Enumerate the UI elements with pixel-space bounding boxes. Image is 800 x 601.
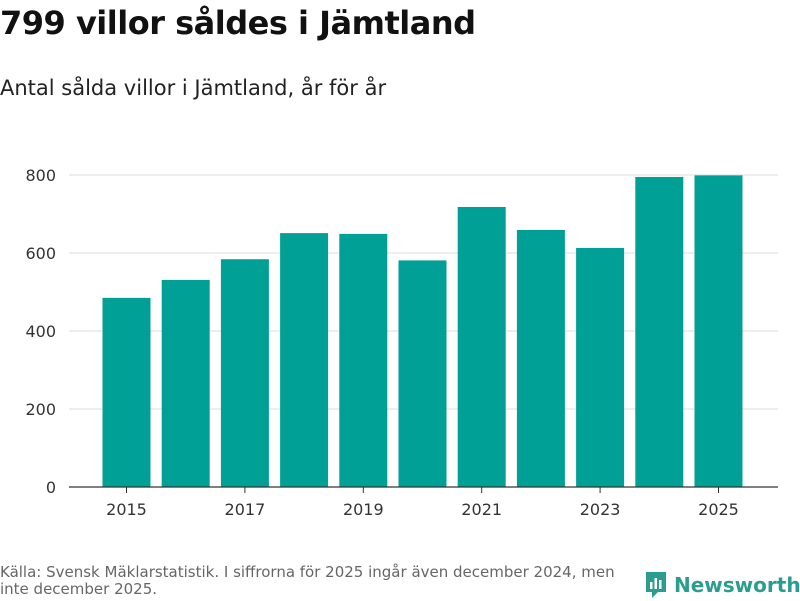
bar-2022[interactable] — [516, 229, 565, 488]
bar-2024[interactable] — [635, 176, 684, 487]
bar-2015[interactable] — [102, 297, 151, 487]
bar-chart: 0 200 400 600 800 2015 2017 2019 2021 2023 2025 — [25, 166, 778, 519]
chart-title: 799 villor såldes i Jämtland — [0, 4, 476, 42]
source-note: Källa: Svensk Mäklarstatistik. I siffror… — [0, 563, 615, 598]
x-tick-label: 2023 — [580, 500, 621, 519]
chart-subtitle: Antal sålda villor i Jämtland, år för år — [0, 76, 387, 100]
y-tick-label: 600 — [25, 244, 56, 263]
x-tick-label: 2019 — [343, 500, 384, 519]
y-tick-label: 800 — [25, 166, 56, 185]
bar-2025[interactable] — [694, 175, 743, 487]
y-tick-label: 0 — [46, 478, 56, 497]
newsworthy-logo[interactable]: Newsworthy — [644, 569, 800, 601]
bar-2023[interactable] — [576, 247, 625, 487]
x-tick-label: 2021 — [461, 500, 502, 519]
bar-2017[interactable] — [220, 259, 269, 487]
x-tick-label: 2025 — [698, 500, 739, 519]
bar-2020[interactable] — [398, 260, 447, 487]
bar-2018[interactable] — [280, 233, 329, 487]
y-tick-label: 200 — [25, 400, 56, 419]
logo-text: Newsworthy — [674, 573, 800, 597]
newsworthy-logo-icon — [646, 572, 666, 598]
x-tick-label: 2017 — [225, 500, 266, 519]
bar-2016[interactable] — [161, 279, 210, 487]
y-tick-label: 400 — [25, 322, 56, 341]
bar-2019[interactable] — [339, 233, 388, 487]
x-tick-label: 2015 — [106, 500, 147, 519]
bar-2021[interactable] — [457, 206, 506, 488]
